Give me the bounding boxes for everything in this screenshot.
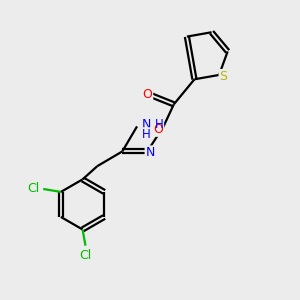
Text: O: O (142, 88, 152, 100)
Text: N: N (142, 118, 151, 131)
Text: S: S (220, 70, 227, 83)
Text: Cl: Cl (80, 249, 92, 262)
Text: N: N (146, 146, 155, 159)
Text: H: H (155, 118, 164, 131)
Text: O: O (153, 123, 163, 136)
Text: Cl: Cl (27, 182, 39, 195)
Text: H: H (142, 128, 151, 141)
